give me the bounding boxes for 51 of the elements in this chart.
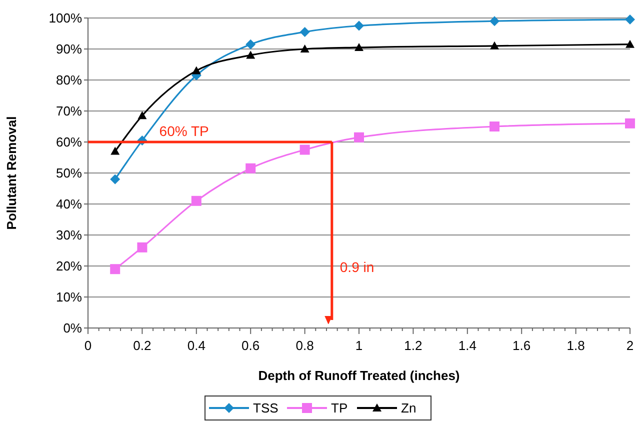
point xyxy=(110,264,120,274)
point xyxy=(490,41,499,50)
legend-label: TSS xyxy=(253,400,279,416)
point xyxy=(300,44,310,52)
point xyxy=(110,174,120,184)
point xyxy=(137,242,148,252)
point xyxy=(246,39,256,50)
y-tick-label: 80% xyxy=(56,72,82,88)
y-tick-label: 30% xyxy=(56,228,82,243)
ref-line-label: 60% TP xyxy=(159,123,209,139)
x-tick-label: 0.8 xyxy=(296,338,314,353)
x-tick-label: 0.4 xyxy=(187,338,206,353)
y-tick-label: 20% xyxy=(56,258,82,274)
y-tick-label: 100% xyxy=(48,10,82,26)
point xyxy=(354,20,364,31)
point xyxy=(246,163,256,174)
y-tick-label: 0% xyxy=(63,320,82,336)
x-tick-label: 1.6 xyxy=(512,338,531,353)
point xyxy=(110,146,120,155)
x-tick-label: 0.2 xyxy=(133,338,152,353)
x-tick-label: 1.8 xyxy=(566,338,585,353)
x-tick-label: 1.2 xyxy=(404,338,422,353)
point xyxy=(354,132,364,142)
point xyxy=(300,26,310,37)
point xyxy=(192,66,201,74)
point xyxy=(490,122,500,132)
x-tick-label: 2 xyxy=(626,338,634,353)
legend-label: TP xyxy=(331,400,348,416)
y-tick-label: 40% xyxy=(56,196,82,212)
y-axis-title: Pollutant Removal xyxy=(4,116,19,230)
point xyxy=(625,14,635,25)
point xyxy=(625,118,635,128)
y-tick-label: 90% xyxy=(56,42,82,57)
point xyxy=(138,111,147,120)
x-axis-title: Depth of Runoff Treated (inches) xyxy=(258,368,460,383)
y-tick-label: 70% xyxy=(56,104,82,119)
legend-label: Zn xyxy=(401,400,416,416)
x-tick-label: 0.6 xyxy=(242,338,260,353)
y-tick-label: 50% xyxy=(56,166,82,181)
point xyxy=(191,196,202,206)
x-tick-label: 0 xyxy=(84,338,92,353)
y-tick-label: 60% xyxy=(56,134,82,150)
point xyxy=(246,50,256,59)
point xyxy=(490,16,500,26)
point xyxy=(300,144,310,155)
ref-line-label: 0.9 in xyxy=(340,259,374,276)
x-tick-label: 1 xyxy=(355,338,363,353)
point xyxy=(626,40,634,48)
x-tick-label: 1.4 xyxy=(458,338,476,353)
point xyxy=(354,42,364,51)
y-tick-label: 10% xyxy=(56,290,82,305)
